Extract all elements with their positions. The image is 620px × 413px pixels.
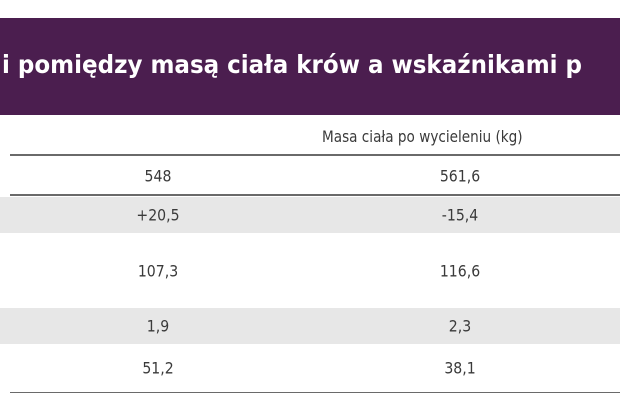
header-rule xyxy=(10,154,620,156)
table-cell: 38,1 xyxy=(444,358,476,378)
table-cell: +20,5 xyxy=(136,205,180,225)
column-header: Masa ciała po wycieleniu (kg) xyxy=(322,127,523,146)
title-band: i pomiędzy masą ciała krów a wskaźnikami… xyxy=(0,18,620,115)
table-row: 51,2 38,1 xyxy=(0,344,620,392)
table-cell: -15,4 xyxy=(441,205,479,225)
table-cell: 2,3 xyxy=(448,316,472,336)
table-cell: 107,3 xyxy=(137,261,179,280)
table-cell: 116,6 xyxy=(439,261,481,280)
title: i pomiędzy masą ciała krów a wskaźnikami… xyxy=(2,50,583,79)
table-cell: 548 xyxy=(144,166,172,185)
table-cell: 51,2 xyxy=(142,358,174,378)
row-rule xyxy=(10,194,620,196)
table-row: 1,9 2,3 xyxy=(0,308,620,344)
table-row: +20,5 -15,4 xyxy=(0,197,620,233)
bottom-rule xyxy=(10,392,620,393)
table-cell: 561,6 xyxy=(439,166,481,185)
table-row: 548 561,6 xyxy=(0,157,620,194)
table-cell: 1,9 xyxy=(146,316,170,336)
table-row: 107,3 116,6 xyxy=(0,233,620,308)
